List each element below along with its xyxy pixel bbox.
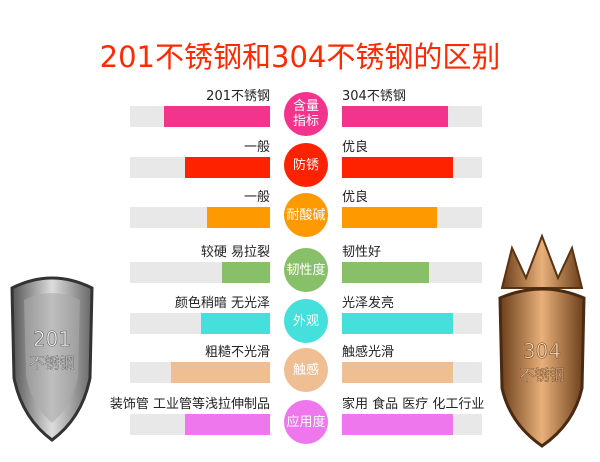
category-badge: 触感 — [284, 348, 328, 392]
bar-track-304 — [342, 362, 482, 383]
category-label: 外观 — [292, 313, 319, 329]
label-304: 触感光滑 — [342, 345, 395, 360]
bar-fill-304 — [342, 362, 453, 383]
label-201: 颜色稍暗 无光泽 — [174, 296, 270, 311]
bar-track-201 — [130, 313, 270, 334]
category-badge: 外观 — [284, 299, 328, 343]
category-label: 耐酸碱 — [286, 207, 326, 223]
category-badge: 含量指标 — [284, 92, 328, 136]
shield-201-text: 不锈钢 — [29, 354, 74, 372]
label-304: 韧性好 — [342, 245, 382, 260]
category-label: 防锈 — [292, 157, 319, 173]
category-label: 韧性度 — [286, 262, 326, 278]
category-badge: 防锈 — [284, 143, 328, 187]
bar-track-201 — [130, 157, 270, 178]
bar-fill-304 — [342, 262, 429, 283]
bar-fill-201 — [184, 157, 270, 178]
comparison-row: 一般 防锈 优良 — [0, 140, 600, 190]
label-304: 304不锈钢 — [342, 89, 406, 104]
comparison-row: 颜色稍暗 无光泽 外观 光泽发亮 — [0, 296, 600, 346]
label-201: 较硬 易拉裂 — [200, 245, 270, 260]
bar-fill-201 — [170, 362, 270, 383]
bar-fill-304 — [342, 414, 453, 435]
shield-304-text: 不锈钢 — [519, 366, 564, 384]
shield-201-image: 201 不锈钢 — [10, 276, 94, 442]
page-title: 201不锈钢和304不锈钢的区别 — [99, 40, 501, 74]
bar-fill-201 — [201, 313, 270, 334]
label-304: 家用 食品 医疗 化工行业 — [342, 397, 485, 412]
bar-track-304 — [342, 207, 482, 228]
label-304: 优良 — [342, 190, 369, 205]
bar-fill-304 — [342, 106, 449, 127]
bar-track-201 — [130, 362, 270, 383]
category-label: 触感 — [292, 362, 319, 378]
bar-track-201 — [130, 414, 270, 435]
category-badge: 韧性度 — [284, 248, 328, 292]
label-201: 粗糙不光滑 — [204, 345, 270, 360]
bar-fill-201 — [222, 262, 270, 283]
bar-track-304 — [342, 106, 482, 127]
shield-304-crown-image: 304 不锈钢 — [498, 233, 586, 448]
bar-track-304 — [342, 157, 482, 178]
comparison-row: 201不锈钢 含量指标 304不锈钢 — [0, 89, 600, 139]
comparison-row: 较硬 易拉裂 韧性度 韧性好 — [0, 245, 600, 295]
bar-track-304 — [342, 262, 482, 283]
label-201: 装饰管 工业管等浅拉伸制品 — [109, 397, 270, 412]
category-label: 含量指标 — [292, 99, 319, 129]
shield-304-number: 304 — [523, 339, 561, 363]
shield-201-number: 201 — [33, 327, 71, 351]
bar-fill-201 — [184, 414, 270, 435]
bar-fill-201 — [163, 106, 270, 127]
label-304: 光泽发亮 — [342, 296, 395, 311]
bar-fill-304 — [342, 207, 438, 228]
bar-fill-304 — [342, 157, 453, 178]
label-304: 优良 — [342, 140, 369, 155]
category-label: 应用度 — [286, 414, 326, 430]
bar-track-304 — [342, 313, 482, 334]
bar-track-304 — [342, 414, 482, 435]
category-badge: 应用度 — [284, 400, 328, 444]
bar-fill-304 — [342, 313, 453, 334]
bar-track-201 — [130, 106, 270, 127]
comparison-row: 装饰管 工业管等浅拉伸制品 应用度 家用 食品 医疗 化工行业 — [0, 397, 600, 447]
label-201: 201不锈钢 — [206, 89, 270, 104]
comparison-row: 粗糙不光滑 触感 触感光滑 — [0, 345, 600, 395]
comparison-row: 一般 耐酸碱 优良 — [0, 190, 600, 240]
bar-fill-201 — [207, 207, 270, 228]
label-201: 一般 — [243, 190, 270, 205]
category-badge: 耐酸碱 — [284, 193, 328, 237]
label-201: 一般 — [243, 140, 270, 155]
bar-track-201 — [130, 262, 270, 283]
bar-track-201 — [130, 207, 270, 228]
